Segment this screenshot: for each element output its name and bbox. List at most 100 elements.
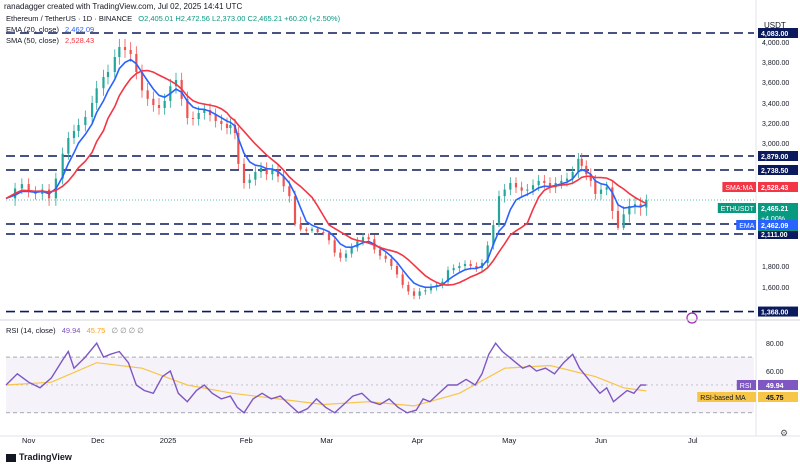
candle — [429, 287, 433, 291]
price-tick-label: 1,600.00 — [762, 285, 789, 292]
level-tag-label: 2,111.00 — [761, 232, 788, 239]
candle — [102, 77, 105, 89]
candle — [537, 180, 540, 186]
rsi-tag-value: 45.75 — [766, 395, 784, 402]
candle — [458, 266, 461, 269]
candle — [401, 274, 404, 285]
candle — [197, 113, 200, 119]
candle — [229, 125, 232, 128]
price-tag-change: +4.00% — [761, 216, 785, 223]
ema-legend[interactable]: EMA (20, close) 2,462.09 — [6, 25, 94, 34]
candle — [248, 179, 251, 183]
sma-legend-value: 2,528.43 — [65, 36, 95, 45]
candle — [20, 184, 23, 189]
price-tick-label: 4,000.00 — [762, 40, 789, 47]
price-pane — [5, 32, 754, 324]
ema-legend-label: EMA (20, close) — [6, 25, 59, 34]
ema-line — [5, 58, 647, 289]
candle — [113, 57, 116, 72]
tv-logo-icon — [6, 453, 16, 462]
candle — [305, 229, 308, 231]
tradingview-logo[interactable]: TradingView — [6, 452, 72, 462]
candle — [497, 196, 501, 226]
price-tag-label: 2,462.09 — [761, 223, 788, 230]
price-tag-name-box — [736, 220, 756, 230]
candle — [77, 125, 80, 131]
time-tick-label: Dec — [91, 436, 105, 445]
rsi-tag-name-box — [736, 380, 756, 390]
candle — [616, 210, 620, 228]
time-tick-label: Jul — [688, 436, 698, 445]
sma-legend[interactable]: SMA (50, close) 2,528.43 — [6, 36, 94, 45]
price-tick-label: 3,200.00 — [762, 121, 789, 128]
candle — [531, 185, 535, 190]
price-tag-label: 2,528.43 — [761, 185, 788, 192]
rsi-tag-name: RSI-based MA — [700, 395, 746, 402]
gear-icon[interactable]: ⚙ — [780, 428, 789, 438]
candle — [611, 187, 614, 211]
rsi-legend-label: RSI (14, close) — [6, 326, 56, 335]
sma-legend-label: SMA (50, close) — [6, 36, 59, 45]
candle — [106, 72, 110, 77]
candle — [293, 196, 297, 225]
candle — [27, 184, 30, 192]
candle — [220, 121, 223, 124]
candle — [316, 228, 319, 233]
candle — [585, 165, 588, 175]
candle — [163, 100, 166, 108]
price-tick-label: 3,000.00 — [762, 141, 789, 148]
candle — [225, 124, 229, 128]
price-tag-name: ETHUSDT — [721, 206, 755, 213]
candle — [395, 266, 399, 275]
candle — [146, 90, 149, 99]
candle — [463, 263, 467, 266]
candle — [186, 98, 189, 118]
price-tick-label: 3,600.00 — [762, 80, 789, 87]
candle — [577, 158, 580, 173]
candle — [628, 205, 631, 215]
candle — [61, 153, 64, 179]
candle — [129, 50, 132, 54]
candle — [492, 225, 495, 246]
symbol-legend[interactable]: Ethereum / TetherUS · 1D · BINANCE O2,40… — [6, 14, 340, 23]
axes: 4,000.00 3,800.00 3,600.00 3,400.00 3,200.00… — [0, 0, 800, 445]
candle — [95, 88, 98, 103]
candle — [350, 247, 353, 254]
rsi-pane — [5, 341, 754, 414]
price-tag-box — [758, 220, 798, 230]
candle — [356, 241, 359, 248]
candle — [424, 290, 427, 292]
candle — [310, 228, 314, 231]
time-tick-label: Mar — [320, 436, 333, 445]
symbol-title: Ethereum / TetherUS · 1D · BINANCE — [6, 14, 133, 23]
candle — [203, 110, 206, 113]
rsi-legend[interactable]: RSI (14, close) 49.94 45.75 ∅ ∅ ∅ ∅ — [6, 326, 144, 335]
brand-text: TradingView — [19, 452, 72, 462]
level-tag-label: 2,879.00 — [761, 154, 788, 161]
level-tag — [758, 165, 798, 175]
candle — [560, 180, 563, 183]
candle — [390, 258, 393, 266]
time-tick-label: Jun — [595, 436, 607, 445]
ema-legend-value: 2,462.09 — [65, 25, 95, 34]
candle — [140, 72, 144, 91]
candle — [486, 245, 489, 263]
rsi-tag-box — [758, 380, 798, 390]
candle — [599, 189, 603, 194]
time-tick-label: Feb — [240, 436, 253, 445]
candle — [91, 103, 94, 117]
candle — [441, 281, 444, 285]
candle — [259, 167, 263, 173]
candle — [580, 158, 583, 166]
price-tag-name-box — [717, 203, 756, 213]
rsi-legend-value: 49.94 — [61, 326, 81, 335]
rsi-tick-label: 60.00 — [766, 369, 784, 376]
price-tag-box — [758, 182, 798, 192]
level-tag — [758, 306, 798, 317]
candle — [72, 131, 76, 138]
candle — [469, 263, 472, 266]
candle — [361, 237, 365, 242]
currency-label: USDT — [764, 21, 786, 30]
candle — [208, 110, 212, 115]
